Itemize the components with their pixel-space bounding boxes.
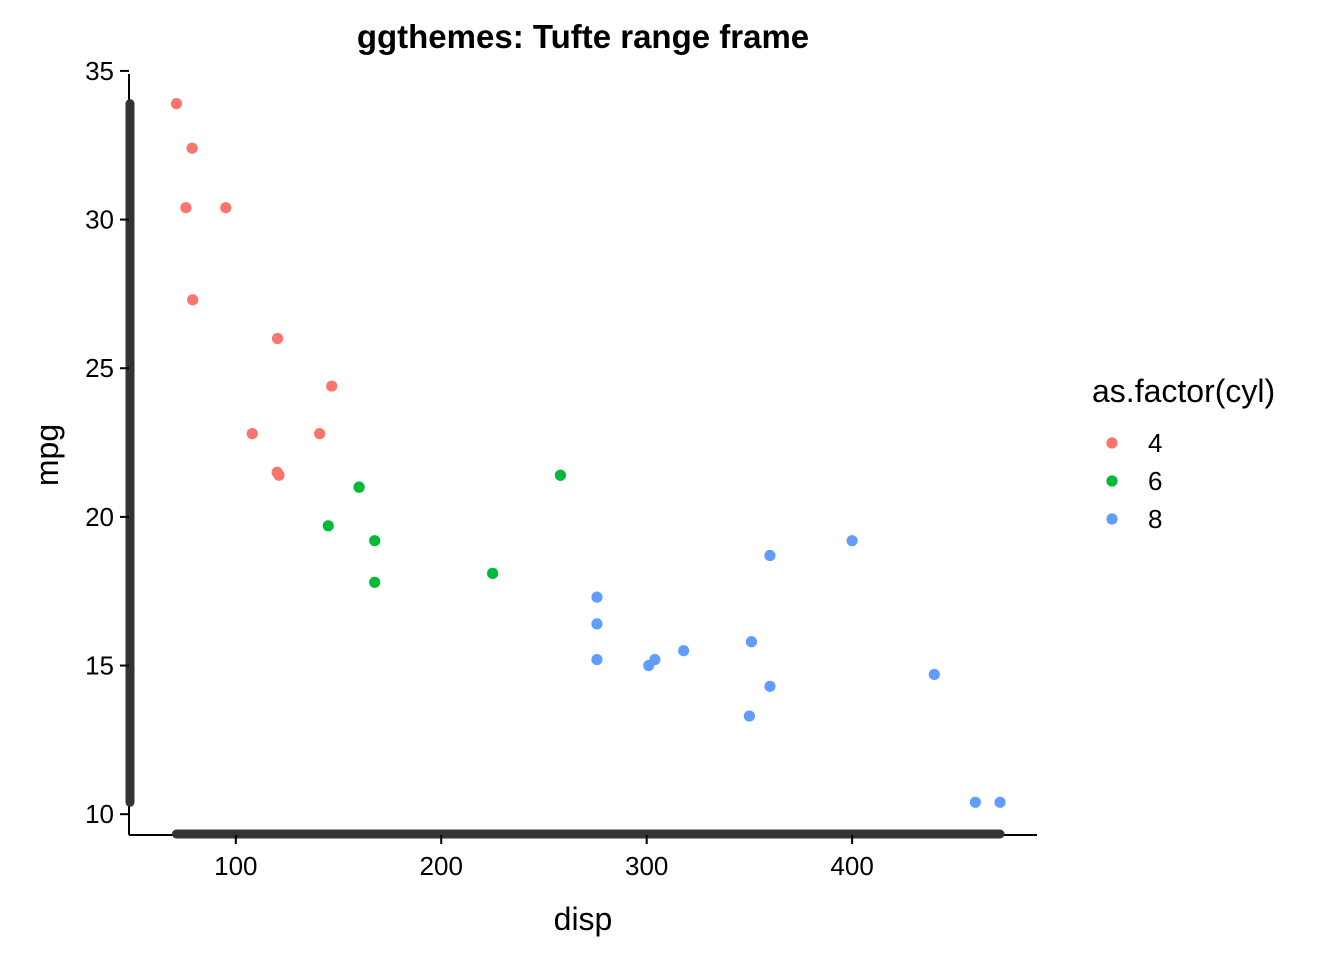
data-point-cyl-4 xyxy=(314,428,326,440)
data-point-cyl-8 xyxy=(764,680,776,692)
data-points xyxy=(170,98,1006,808)
legend-label-8: 8 xyxy=(1148,504,1162,534)
y-tick-label: 35 xyxy=(85,56,114,86)
x-tick-label: 200 xyxy=(420,851,463,881)
data-point-cyl-8 xyxy=(764,549,776,562)
data-point-cyl-8 xyxy=(591,618,603,630)
data-point-cyl-6 xyxy=(322,520,334,532)
data-point-cyl-4 xyxy=(273,469,285,481)
data-point-cyl-8 xyxy=(743,710,755,722)
y-tick-label: 10 xyxy=(85,799,114,829)
data-point-cyl-8 xyxy=(846,535,858,547)
data-point-cyl-4 xyxy=(271,332,284,345)
data-point-cyl-8 xyxy=(678,645,690,657)
data-point-cyl-4 xyxy=(170,98,183,110)
x-axis-title: disp xyxy=(554,901,613,937)
data-point-cyl-6 xyxy=(487,567,499,579)
x-tick-label: 300 xyxy=(625,851,668,881)
data-point-cyl-8 xyxy=(591,591,603,603)
legend-key-6 xyxy=(1106,475,1118,487)
data-point-cyl-8 xyxy=(591,653,603,666)
data-point-cyl-8 xyxy=(994,796,1006,808)
x-tick-label: 100 xyxy=(214,851,257,881)
data-point-cyl-4 xyxy=(187,294,199,306)
x-tick-label: 400 xyxy=(830,851,873,881)
legend-title: as.factor(cyl) xyxy=(1092,373,1275,409)
data-point-cyl-8 xyxy=(745,636,758,648)
data-point-cyl-4 xyxy=(186,142,198,154)
y-tick-label: 15 xyxy=(85,651,114,681)
data-point-cyl-6 xyxy=(369,535,381,547)
data-point-cyl-8 xyxy=(969,796,981,808)
data-point-cyl-6 xyxy=(353,481,365,493)
data-point-cyl-4 xyxy=(246,428,258,440)
data-point-cyl-4 xyxy=(326,380,338,392)
data-point-cyl-4 xyxy=(180,202,192,214)
legend-key-4 xyxy=(1106,437,1118,449)
axes: 10 15 20 25 30 35 100 200 300 400 xyxy=(85,56,1037,881)
legend-label-4: 4 xyxy=(1148,428,1162,458)
y-tick-label: 25 xyxy=(85,353,114,383)
legend-label-6: 6 xyxy=(1148,466,1162,496)
data-point-cyl-8 xyxy=(928,668,940,681)
y-tick-label: 30 xyxy=(85,205,114,235)
chart-title: ggthemes: Tufte range frame xyxy=(357,18,809,55)
legend-key-8 xyxy=(1106,513,1118,525)
data-point-cyl-6 xyxy=(554,469,567,481)
data-point-cyl-8 xyxy=(643,659,655,672)
legend: as.factor(cyl) 4 6 8 xyxy=(1092,373,1275,534)
data-point-cyl-6 xyxy=(369,576,381,588)
data-point-cyl-4 xyxy=(220,202,232,214)
y-axis-title: mpg xyxy=(29,424,65,486)
y-tick-label: 20 xyxy=(85,502,114,532)
